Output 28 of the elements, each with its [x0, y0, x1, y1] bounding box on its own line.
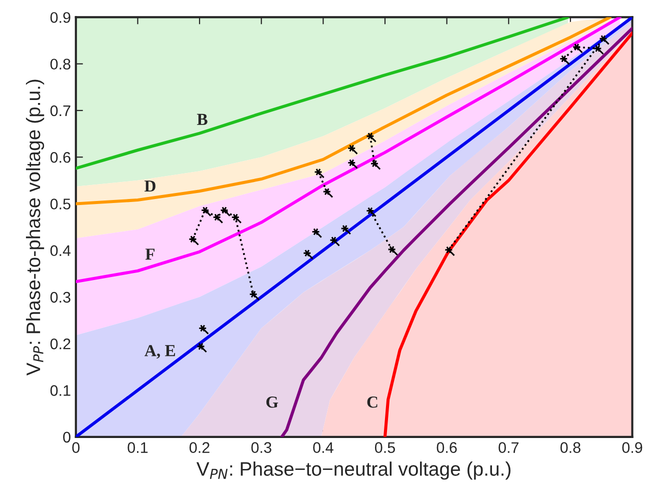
x-tick-label: 0.2	[190, 442, 210, 453]
y-tick-label: 0.8	[50, 58, 70, 70]
y-tick-label: 0.5	[50, 198, 70, 210]
x-tick-label: 0.8	[560, 442, 580, 453]
series-label: A, E	[144, 345, 176, 359]
series-label: B	[197, 114, 208, 125]
x-tick-label: 0	[72, 442, 80, 453]
x-tick-label: 0.5	[374, 442, 395, 453]
x-tick-label: 0.7	[498, 442, 518, 453]
y-tick-label: 0.1	[50, 385, 70, 396]
x-tick-label: 0.4	[313, 442, 334, 453]
series-label: F	[145, 248, 155, 260]
y-tick-label: 0.2	[50, 338, 70, 350]
series-label: C	[367, 396, 378, 408]
series-label: D	[144, 180, 156, 192]
y-tick-label: 0	[63, 432, 70, 443]
x-tick-label: 0.1	[128, 442, 148, 453]
series-label: G	[266, 396, 278, 408]
y-tick-label: 0.6	[50, 152, 70, 163]
x-tick-label: 0.9	[622, 442, 642, 453]
x-axis-title: V$_{PN}$: Phase−to−neutral voltage (p.u.)	[196, 462, 510, 480]
x-tick-label: 0.6	[436, 442, 457, 453]
y-tick-label: 0.4	[50, 245, 71, 256]
y-tick-label: 0.7	[50, 105, 70, 116]
y-tick-label: 0.3	[50, 292, 70, 303]
y-tick-label: 0.9	[50, 12, 70, 23]
y-axis-title: V$_{PP}$: Phase-to-phase voltage (p.u.)	[26, 80, 44, 376]
x-tick-label: 0.3	[251, 442, 272, 453]
